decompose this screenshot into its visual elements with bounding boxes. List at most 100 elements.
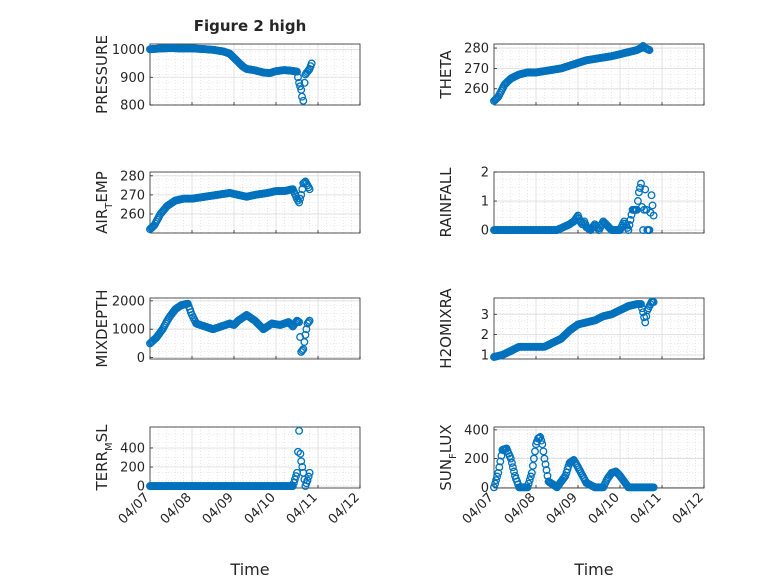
data-series xyxy=(490,179,658,235)
y-axis-label: THETA xyxy=(437,50,455,100)
y-tick-label: 2 xyxy=(481,166,489,181)
subplot-rainfall: 0 1 2 RAINFALL xyxy=(437,166,705,239)
data-point xyxy=(493,472,502,481)
data-point xyxy=(536,433,545,441)
y-tick-label: 270 xyxy=(464,62,489,77)
y-axis-label: RAINFALL xyxy=(437,167,455,238)
data-point xyxy=(307,59,316,68)
data-point xyxy=(495,463,504,472)
data-point xyxy=(299,345,308,354)
y-tick-label: 900 xyxy=(120,71,145,86)
data-point xyxy=(494,468,503,477)
subplot-theta: 260 270 280 THETA xyxy=(437,42,705,106)
data-series xyxy=(490,298,658,361)
x-axis-label-left: Time xyxy=(229,560,269,579)
y-axis-label: H2OMIXRA xyxy=(437,288,455,369)
data-point xyxy=(298,92,306,101)
data-point xyxy=(528,461,537,470)
data-series xyxy=(146,299,314,356)
data-point xyxy=(529,454,538,463)
y-tick-label: 260 xyxy=(120,207,145,222)
data-point xyxy=(640,205,649,214)
data-point xyxy=(496,457,505,466)
data-point xyxy=(297,190,306,199)
data-point xyxy=(299,96,308,105)
data-point xyxy=(641,185,650,194)
y-tick-label: 260 xyxy=(464,82,489,97)
y-axis-label: PRESSURE xyxy=(93,35,111,114)
data-point xyxy=(542,466,551,475)
data-point xyxy=(506,454,515,463)
data-point xyxy=(539,447,548,456)
data-point xyxy=(645,46,654,55)
y-tick-label: 400 xyxy=(464,423,489,438)
data-point xyxy=(490,483,498,492)
data-series xyxy=(490,42,654,105)
y-tick-label: 1 xyxy=(481,195,489,210)
data-point xyxy=(492,476,501,485)
axes-box xyxy=(493,43,705,106)
data-point xyxy=(292,472,300,481)
data-point xyxy=(634,188,643,197)
data-point xyxy=(289,478,298,487)
data-point xyxy=(294,73,302,82)
data-point xyxy=(297,457,306,466)
y-tick-label: 280 xyxy=(464,42,489,57)
data-point xyxy=(305,185,314,194)
y-tick-label: 0 xyxy=(481,481,489,496)
data-point xyxy=(527,468,536,477)
data-point xyxy=(649,483,658,492)
data-point xyxy=(625,221,634,229)
axes-box xyxy=(493,297,705,360)
subplot-h2omixra: 1 2 3 H2OMIXRA xyxy=(437,288,705,369)
data-point xyxy=(649,211,658,220)
data-point xyxy=(302,325,311,334)
data-point xyxy=(531,447,539,456)
y-tick-label: 2000 xyxy=(112,294,145,309)
data-point xyxy=(538,440,547,449)
data-point xyxy=(524,479,533,488)
data-point xyxy=(304,318,313,327)
y-tick-label: 200 xyxy=(464,452,489,467)
y-tick-label: 1000 xyxy=(112,323,145,338)
data-point xyxy=(626,215,635,224)
data-point xyxy=(301,330,310,339)
data-point xyxy=(525,476,534,485)
data-point xyxy=(293,67,301,76)
y-tick-label: 800 xyxy=(120,99,145,114)
data-point xyxy=(637,300,645,309)
y-axis-label: SUNFLUX xyxy=(437,424,459,490)
figure-title: Figure 2 high xyxy=(194,17,307,35)
data-point xyxy=(295,78,304,87)
data-series xyxy=(146,44,316,105)
data-point xyxy=(288,482,297,491)
y-tick-label: 270 xyxy=(120,188,145,203)
y-tick-label: 1000 xyxy=(112,43,145,58)
data-point xyxy=(633,197,642,205)
data-point xyxy=(510,467,518,476)
data-series xyxy=(490,433,658,492)
data-point xyxy=(304,472,313,481)
data-point xyxy=(541,460,550,469)
x-axis-label-right: Time xyxy=(573,560,613,579)
axes-box xyxy=(149,171,361,234)
data-point xyxy=(507,458,516,467)
data-point xyxy=(296,449,305,458)
y-tick-label: 400 xyxy=(120,441,145,456)
axes-box xyxy=(149,297,361,360)
y-tick-label: 200 xyxy=(120,461,145,476)
data-point xyxy=(295,426,304,435)
data-point xyxy=(560,473,569,482)
y-tick-label: 0 xyxy=(137,351,145,366)
data-point xyxy=(298,463,307,471)
data-point xyxy=(295,198,304,207)
data-point xyxy=(649,298,658,307)
y-axis-label: MIXDEPTH xyxy=(93,289,111,367)
data-point xyxy=(648,201,657,210)
data-series xyxy=(146,426,314,491)
data-point xyxy=(299,179,308,188)
y-axis-label: TERRMSL xyxy=(93,424,115,492)
y-tick-label: 280 xyxy=(120,169,145,184)
subplot-air-temp: 260 270 280 AIRTEMP xyxy=(93,169,361,234)
